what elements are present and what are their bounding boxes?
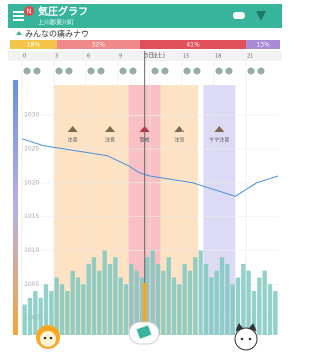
report-bar — [103, 250, 107, 335]
x-tick-label: 15 — [183, 54, 189, 60]
pain-label: 13% — [256, 42, 270, 49]
weather-icon — [184, 68, 191, 75]
report-bar — [257, 278, 261, 336]
report-bar — [183, 264, 187, 335]
menu-button[interactable] — [13, 11, 24, 21]
report-bar — [119, 278, 123, 336]
report-bar — [156, 264, 160, 335]
y-tick-label: 1010 — [24, 247, 39, 254]
character-right — [235, 324, 257, 350]
x-tick-label: 21 — [247, 54, 253, 60]
report-bar — [65, 291, 69, 335]
weather-icon — [56, 68, 63, 75]
report-bar — [55, 278, 59, 336]
alert-label: やや注意 — [209, 137, 229, 144]
weather-icon — [130, 68, 137, 75]
pressure-chart: 3日(土)注意注意警戒注意やや注意03691215182110001005101… — [8, 51, 282, 335]
report-bar — [28, 298, 32, 335]
alert-label: 注意 — [68, 137, 78, 144]
y-tick-label: 1005 — [24, 281, 39, 288]
subtitle: 上川郡東川町 — [38, 19, 74, 27]
report-bar — [231, 284, 235, 335]
report-bar — [215, 271, 219, 335]
report-bar — [108, 264, 112, 335]
report-bar — [273, 291, 277, 335]
report-bar — [220, 257, 224, 335]
report-bar — [204, 264, 208, 335]
report-bar — [209, 278, 213, 336]
y-tick-label: 1015 — [24, 213, 39, 220]
report-bar — [71, 271, 75, 335]
weather-icon — [152, 68, 159, 75]
report-bar — [241, 264, 245, 335]
report-bar — [167, 257, 171, 335]
app-screen: N 気圧グラフ 上川郡東川町 みんなの痛みナウ 18%32%41%13% 3日(… — [0, 0, 290, 354]
weather-icon — [162, 68, 169, 75]
alert-label: 注意 — [174, 137, 184, 144]
pain-label: 32% — [92, 42, 106, 49]
report-bar — [87, 264, 91, 335]
report-bar — [81, 284, 85, 335]
title: 気圧グラフ — [37, 5, 88, 18]
level-stripe — [13, 80, 18, 335]
pain-bar: 18% 32% 41% 13% — [10, 40, 280, 49]
weather-icon — [34, 68, 41, 75]
report-bar — [193, 257, 197, 335]
report-bar — [92, 257, 96, 335]
weather-icon — [194, 68, 201, 75]
report-bar — [177, 284, 181, 335]
x-tick-label: 18 — [215, 54, 221, 60]
badge-text: N — [26, 8, 31, 16]
report-bar — [188, 271, 192, 335]
weather-icon — [88, 68, 95, 75]
pain-label: 41% — [186, 42, 200, 49]
report-bar — [124, 284, 128, 335]
toggle-button[interactable] — [233, 12, 245, 19]
x-tick-label: 12 — [151, 54, 157, 60]
weather-icon — [248, 68, 255, 75]
report-bar — [172, 278, 176, 336]
x-tick-label: 9 — [119, 54, 122, 60]
weather-icon — [98, 68, 105, 75]
weather-icon — [226, 68, 233, 75]
report-bar — [199, 250, 203, 335]
y-tick-label: 1025 — [24, 145, 39, 152]
y-tick-label: 1030 — [24, 112, 39, 119]
report-bar — [247, 271, 251, 335]
report-bar — [76, 278, 80, 336]
character-left — [36, 325, 60, 349]
weather-icon — [120, 68, 127, 75]
x-tick-label: 0 — [23, 54, 26, 60]
y-tick-label: 1020 — [24, 179, 39, 186]
report-bar — [263, 271, 267, 335]
report-bar — [268, 284, 272, 335]
weather-icon — [24, 68, 31, 75]
x-tick-label: 6 — [87, 54, 90, 60]
report-bar — [97, 271, 101, 335]
pain-title: みんなの痛みナウ — [25, 29, 89, 39]
x-tick-label: 3 — [55, 54, 58, 60]
alert-label: 注意 — [105, 137, 115, 144]
report-bar — [33, 291, 37, 335]
pain-label: 18% — [27, 42, 41, 49]
weather-icon — [216, 68, 223, 75]
weather-icon — [66, 68, 73, 75]
report-bar — [225, 264, 229, 335]
report-bar — [113, 257, 117, 335]
report-bar — [23, 305, 27, 335]
weather-icon — [258, 68, 265, 75]
report-bar — [161, 271, 165, 335]
report-bar — [60, 284, 64, 335]
